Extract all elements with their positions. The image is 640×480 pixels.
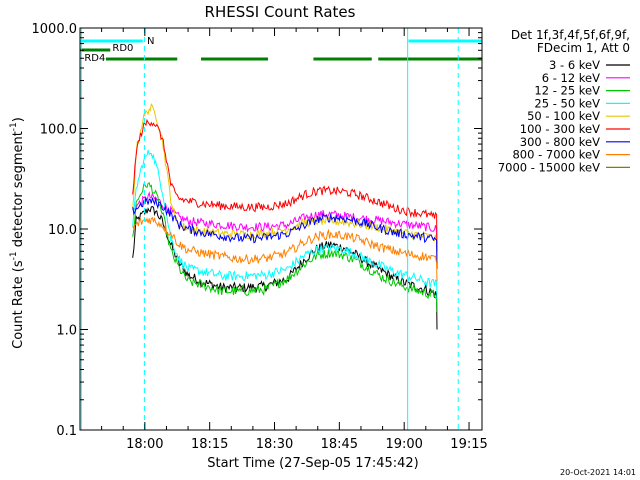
legend: Det 1f,3f,4f,5f,6f,9f, FDecim 1, Att 0 3… [498, 28, 630, 174]
legend-label: 100 - 300 keV [520, 122, 600, 136]
x-tick-label: 18:00 [126, 437, 163, 452]
x-axis-label: Start Time (27-Sep-05 17:45:42) [207, 456, 418, 471]
legend-label: 7000 - 15000 keV [498, 160, 600, 174]
y-tick-label: 1.0 [56, 324, 77, 339]
x-tick-label: 18:15 [191, 437, 228, 452]
series-line-12-25kev [132, 182, 438, 312]
x-tick-label: 19:15 [450, 437, 487, 452]
series-line-50-100kev [132, 102, 438, 270]
series-line-6-12kev [132, 191, 438, 260]
series-line-800-7000kev [132, 216, 438, 282]
y-tick-label: 0.1 [56, 424, 77, 439]
legend-title-line-1: Det 1f,3f,4f,5f,6f,9f, [511, 28, 630, 42]
legend-label: 300 - 800 keV [520, 135, 600, 149]
legend-label: 3 - 6 keV [549, 58, 600, 72]
legend-label: 50 - 100 keV [527, 109, 600, 123]
render-timestamp: 20-Oct-2021 14:01 [560, 468, 636, 477]
x-tick-label: 19:00 [385, 437, 422, 452]
y-axis-label: Count Rate (s-1 detector segment-1) [9, 117, 26, 349]
flag-label-rd4: RD4 [84, 53, 105, 64]
series-line-100-300kev [132, 118, 438, 252]
flag-label-rd0: RD0 [112, 43, 133, 54]
y-tick-label: 100.0 [40, 123, 77, 138]
x-tick-label: 18:45 [321, 437, 358, 452]
legend-label: 800 - 7000 keV [512, 148, 600, 162]
flag-label-n: N [147, 36, 154, 47]
legend-title-line-2: FDecim 1, Att 0 [537, 41, 630, 55]
legend-label: 25 - 50 keV [534, 96, 600, 110]
legend-label: 6 - 12 keV [542, 71, 600, 85]
x-tick-label: 18:30 [256, 437, 293, 452]
y-tick-label: 10.0 [48, 223, 77, 238]
series-line-300-800kev [132, 196, 438, 270]
legend-label: 12 - 25 keV [534, 84, 600, 98]
chart-title: RHESSI Count Rates [205, 3, 356, 21]
plot-frame [79, 27, 483, 431]
y-tick-label: 1000.0 [32, 22, 78, 37]
series-line-25-50kev [132, 149, 438, 300]
